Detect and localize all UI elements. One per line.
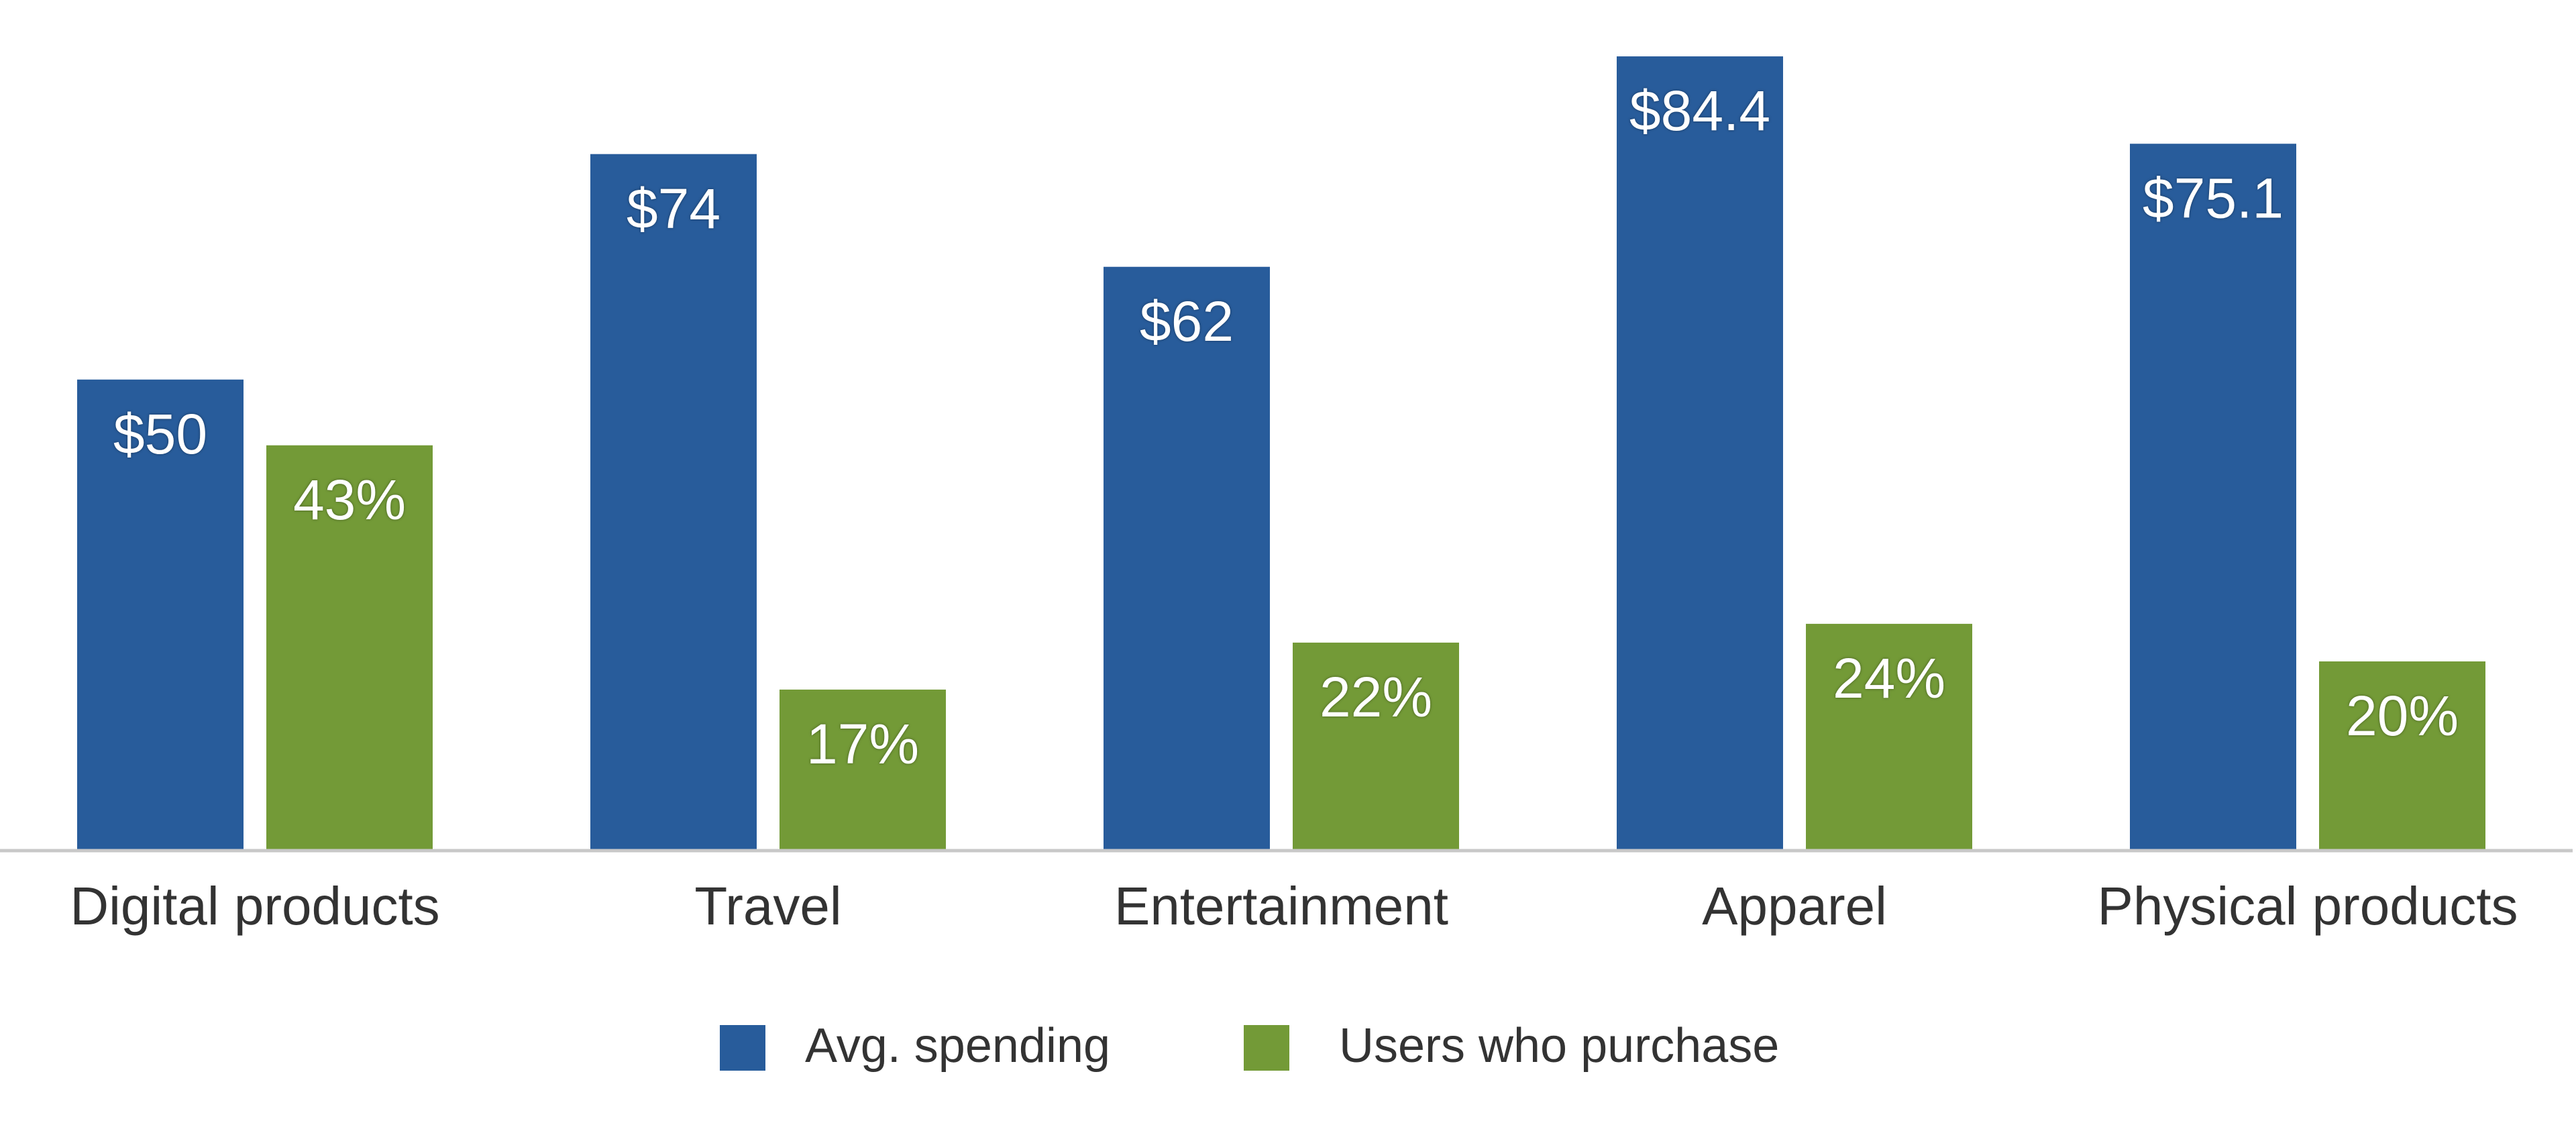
legend-label: Avg. spending (805, 1019, 1110, 1073)
data-label: $50 (113, 403, 207, 466)
data-label: 17% (806, 712, 919, 776)
legend-swatch (720, 1025, 765, 1071)
data-label: 20% (2346, 684, 2459, 747)
data-label: $62 (1140, 290, 1234, 353)
bar-users-who-purchase (1293, 642, 1459, 849)
x-tick-label: Apparel (1702, 876, 1887, 936)
data-label: 22% (1320, 665, 1432, 729)
bar-avg-spending (1104, 266, 1270, 849)
bar-users-who-purchase (2319, 661, 2485, 849)
x-tick-label: Travel (694, 876, 841, 936)
legend-swatch (1244, 1025, 1289, 1071)
bar-avg-spending (590, 154, 757, 849)
bar-avg-spending (77, 379, 244, 849)
data-label: $75.1 (2143, 166, 2284, 229)
data-label: $74 (627, 177, 720, 240)
x-tick-label: Entertainment (1114, 876, 1448, 936)
data-label: 43% (293, 468, 406, 531)
legend-label: Users who purchase (1339, 1019, 1779, 1073)
bar-avg-spending (1617, 56, 1783, 849)
x-tick-label: Digital products (70, 876, 439, 936)
data-label: $84.4 (1629, 79, 1770, 142)
bar-users-who-purchase (780, 689, 946, 849)
bar-avg-spending (2130, 144, 2296, 849)
bar-users-who-purchase (266, 445, 433, 849)
x-tick-label: Physical products (2098, 876, 2518, 936)
bar-users-who-purchase (1806, 623, 1972, 849)
data-label: 24% (1833, 647, 1945, 710)
